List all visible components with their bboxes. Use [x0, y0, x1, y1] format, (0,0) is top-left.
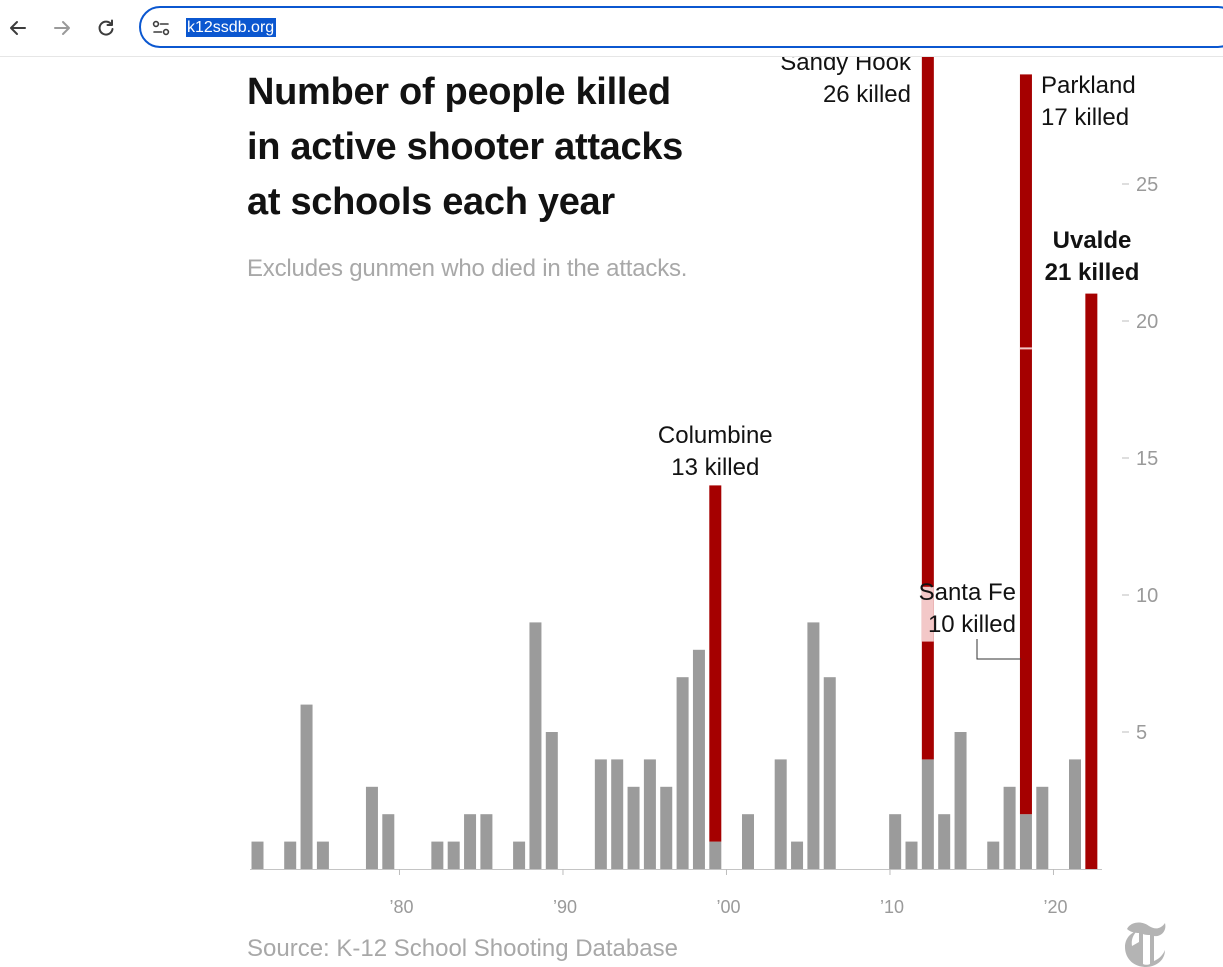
bar [791, 841, 804, 869]
santa-fe-label: Santa Fe [919, 579, 1016, 606]
y-tick-label: 5 [1136, 722, 1147, 744]
bar [365, 786, 378, 869]
sandy-hook-label: 26 killed [823, 81, 911, 108]
bar [987, 841, 1000, 869]
bar [464, 814, 477, 869]
bar [692, 649, 705, 869]
chart-title-line: in active shooter attacks [247, 126, 684, 168]
chart-title-line: Number of people killed [247, 71, 671, 113]
bar [316, 841, 329, 869]
y-tick-label: 25 [1136, 174, 1158, 196]
browser-toolbar: k12ssdb.org [0, 0, 1223, 57]
bar [1069, 759, 1081, 869]
highlight-bar [709, 485, 722, 842]
bar [545, 732, 558, 869]
y-tick-label: 10 [1136, 585, 1158, 607]
bar [938, 814, 951, 869]
y-tick-label: 20 [1136, 311, 1158, 333]
label-halo [921, 586, 934, 642]
bar [447, 841, 460, 869]
columbine-label: 13 killed [671, 454, 759, 481]
arrow-right-icon [54, 21, 70, 35]
address-bar[interactable]: k12ssdb.org [139, 6, 1223, 48]
nyt-logo [1125, 922, 1166, 967]
bar [513, 841, 526, 869]
bar [1019, 814, 1032, 869]
bar-chart: ’80 ’90 ’00 ’10 ’20 5 10 15 20 25 Columbine 13 kill… [250, 57, 1158, 917]
url-text[interactable]: k12ssdb.org [186, 18, 277, 37]
bar [889, 814, 902, 869]
bar [529, 622, 542, 869]
sandy-hook-label: Sandy Hook [780, 57, 912, 76]
bar [611, 759, 624, 869]
bar [660, 786, 673, 869]
santa-fe-label: 10 killed [928, 611, 1016, 638]
chart-page: Number of people killed in active shoote… [0, 57, 1223, 967]
uvalde-label: Uvalde [1053, 227, 1132, 254]
arrow-left-icon [10, 21, 26, 35]
x-tick-label: ’90 [553, 897, 577, 917]
bar [905, 841, 918, 869]
x-tick-label: ’20 [1043, 897, 1067, 917]
bar [480, 814, 493, 869]
bar [643, 759, 656, 869]
forward-button[interactable] [46, 12, 78, 44]
highlight-bar [1085, 293, 1098, 870]
uvalde-label: 21 killed [1045, 259, 1140, 286]
bar [823, 677, 836, 869]
highlight-bar [1019, 74, 1032, 815]
parkland-label: 17 killed [1041, 104, 1129, 131]
chart-source: Source: K-12 School Shooting Database [247, 935, 678, 962]
bar [284, 841, 297, 869]
x-tick-label: ’00 [716, 897, 740, 917]
back-button[interactable] [2, 12, 34, 44]
bar [431, 841, 444, 869]
bar [382, 814, 395, 869]
bar [251, 841, 264, 869]
chart-subtitle: Excludes gunmen who died in the attacks. [247, 255, 688, 282]
bar [1036, 786, 1049, 869]
bar [676, 677, 689, 869]
columbine-label: Columbine [658, 422, 773, 449]
x-tick-label: ’80 [389, 897, 413, 917]
x-tick-label: ’10 [880, 897, 904, 917]
santa-fe-leader-line [976, 639, 1021, 660]
reload-button[interactable] [90, 12, 122, 44]
bar [709, 841, 722, 869]
bar [594, 759, 607, 869]
bar [774, 759, 787, 869]
chart-title: Number of people killed in active shoote… [247, 65, 767, 230]
bar [300, 704, 313, 869]
highlight-bar [921, 57, 934, 760]
reload-icon [98, 19, 114, 36]
bar [742, 814, 754, 869]
parkland-label: Parkland [1041, 72, 1136, 99]
bar [627, 786, 640, 869]
bar [807, 622, 820, 869]
chart-title-line: at schools each year [247, 181, 615, 223]
y-tick-label: 15 [1136, 448, 1158, 470]
bar [921, 759, 934, 869]
bar [954, 732, 967, 869]
tune-icon[interactable] [151, 18, 171, 38]
bar [1003, 786, 1016, 869]
